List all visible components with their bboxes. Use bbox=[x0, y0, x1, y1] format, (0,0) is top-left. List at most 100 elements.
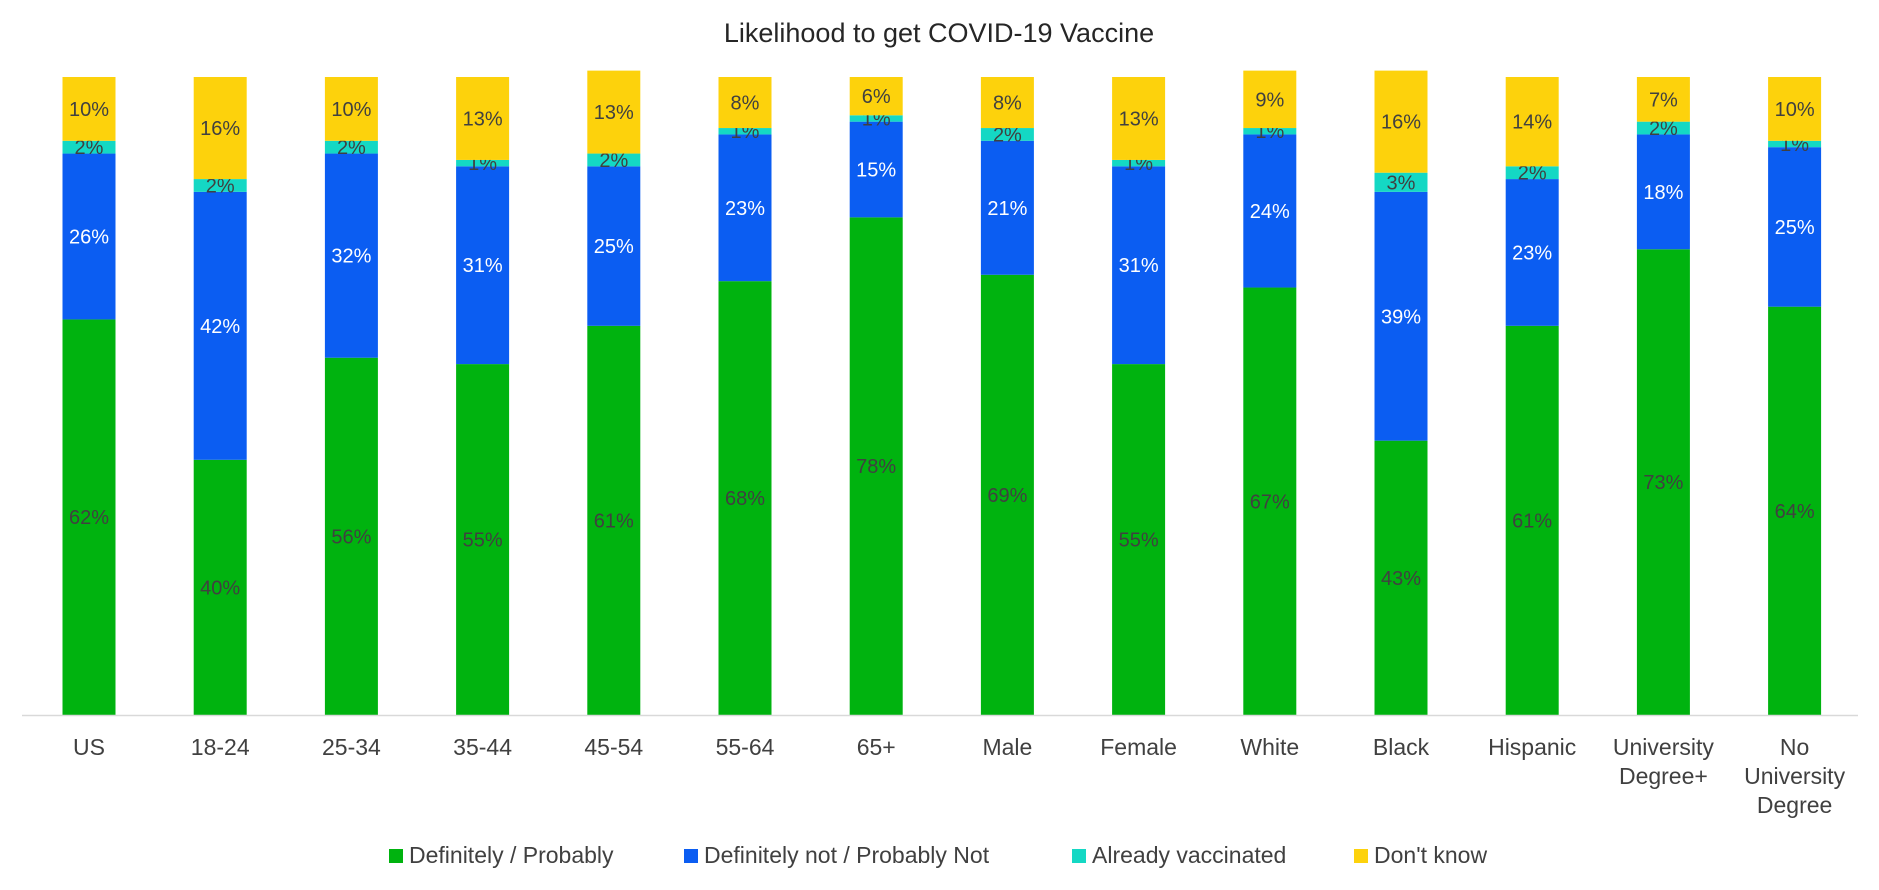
bar-segment-don-t-know-us bbox=[62, 77, 116, 141]
legend-swatch bbox=[1072, 849, 1086, 863]
data-label: 23% bbox=[1512, 242, 1552, 264]
data-label: 6% bbox=[862, 86, 891, 108]
x-tick-label-black: Black bbox=[1373, 734, 1430, 760]
x-tick-label-line: 65+ bbox=[857, 734, 896, 760]
bar-segment-definitely-not-probably-not-65 bbox=[849, 121, 903, 218]
bar-segment-definitely-not-probably-not-female bbox=[1112, 166, 1166, 365]
bar-group-55-64: 68%23%1%8% bbox=[718, 77, 772, 715]
bar-group-65: 78%15%1%6% bbox=[849, 77, 903, 716]
data-label: 26% bbox=[69, 227, 109, 249]
bar-segment-definitely-probably-white bbox=[1243, 287, 1297, 715]
data-label: 8% bbox=[731, 93, 760, 115]
legend-label: Definitely not / Probably Not bbox=[704, 842, 990, 868]
x-tick-label-line: University bbox=[1744, 763, 1845, 789]
data-label: 61% bbox=[594, 510, 634, 532]
data-label: 16% bbox=[200, 118, 240, 140]
data-label: 62% bbox=[69, 507, 109, 529]
legend-swatch bbox=[684, 849, 698, 863]
bar-segment-already-vaccinated-18-24 bbox=[193, 179, 247, 192]
x-tick-label-us: US bbox=[73, 734, 105, 760]
bar-group-no-university-degree: 64%25%1%10% bbox=[1768, 77, 1822, 715]
data-label: 64% bbox=[1775, 501, 1815, 523]
data-label: 32% bbox=[331, 246, 371, 268]
x-tick-label-line: Degree+ bbox=[1619, 763, 1708, 789]
data-label: 24% bbox=[1250, 201, 1290, 223]
bar-group-35-44: 55%31%1%13% bbox=[456, 77, 510, 715]
x-tick-label-line: University bbox=[1613, 734, 1714, 760]
bar-segment-definitely-probably-hispanic bbox=[1505, 325, 1559, 715]
bar-segment-definitely-not-probably-not-45-54 bbox=[587, 166, 641, 326]
data-label: 10% bbox=[1775, 99, 1815, 121]
bar-segment-already-vaccinated-us bbox=[62, 140, 116, 154]
x-tick-label-25-34: 25-34 bbox=[322, 734, 381, 760]
x-tick-label-line: White bbox=[1240, 734, 1299, 760]
x-tick-label-line: Degree bbox=[1757, 792, 1832, 818]
bar-segment-don-t-know-white bbox=[1243, 70, 1297, 129]
data-label: 21% bbox=[987, 198, 1027, 220]
data-label: 9% bbox=[1255, 89, 1284, 111]
data-label: 61% bbox=[1512, 510, 1552, 532]
x-tick-label-line: Female bbox=[1100, 734, 1177, 760]
legend-swatch bbox=[389, 849, 403, 863]
bar-segment-already-vaccinated-45-54 bbox=[587, 153, 641, 167]
data-label: 68% bbox=[725, 488, 765, 510]
data-label: 18% bbox=[1643, 182, 1683, 204]
chart-title: Likelihood to get COVID-19 Vaccine bbox=[724, 18, 1154, 48]
data-label: 2% bbox=[1518, 163, 1547, 185]
legend-label: Already vaccinated bbox=[1092, 842, 1286, 868]
x-tick-label-university-degree: University Degree+ bbox=[1613, 734, 1714, 789]
data-label: 25% bbox=[594, 236, 634, 258]
bar-segment-definitely-probably-male bbox=[980, 274, 1034, 715]
data-label: 69% bbox=[987, 485, 1027, 507]
bar-segment-don-t-know-black bbox=[1374, 70, 1428, 173]
x-tick-label-white: White bbox=[1240, 734, 1299, 760]
x-tick-label-line: Male bbox=[982, 734, 1032, 760]
data-label: 2% bbox=[1649, 118, 1678, 140]
bar-segment-definitely-not-probably-not-black bbox=[1374, 191, 1428, 441]
bar-segment-already-vaccinated-35-44 bbox=[456, 159, 510, 167]
data-label: 8% bbox=[993, 93, 1022, 115]
x-tick-label-line: 18-24 bbox=[191, 734, 250, 760]
data-label: 43% bbox=[1381, 568, 1421, 590]
x-tick-label-line: 25-34 bbox=[322, 734, 381, 760]
bar-segment-don-t-know-male bbox=[980, 77, 1034, 129]
x-tick-label-line: No bbox=[1780, 734, 1809, 760]
bar-group-white: 67%24%1%9% bbox=[1243, 70, 1297, 715]
bar-group-25-34: 56% 32% 2% 10% bbox=[324, 77, 378, 715]
bar-segment-definitely-probably-65 bbox=[849, 217, 903, 716]
bar-group-male: 69% 21% 2% 8% bbox=[980, 77, 1034, 715]
x-tick-label-55-64: 55-64 bbox=[716, 734, 775, 760]
x-tick-label-no-university-degree: No University Degree bbox=[1744, 734, 1845, 818]
bar-segment-already-vaccinated-25-34 bbox=[324, 140, 378, 154]
legend-label: Definitely / Probably bbox=[409, 842, 614, 868]
bar-segment-don-t-know-65 bbox=[849, 77, 903, 116]
bar-segment-already-vaccinated-black bbox=[1374, 172, 1428, 192]
legend-item-definitely-not-probably-not: Definitely not / Probably Not bbox=[684, 842, 990, 868]
bar-segment-already-vaccinated-male bbox=[980, 128, 1034, 141]
bar-segment-don-t-know-35-44 bbox=[456, 77, 510, 160]
bar-segment-definitely-probably-black bbox=[1374, 440, 1428, 715]
bar-segment-definitely-not-probably-not-no-university-degree bbox=[1768, 147, 1822, 307]
bar-segment-already-vaccinated-white bbox=[1243, 128, 1297, 135]
x-tick-label-hispanic: Hispanic bbox=[1488, 734, 1576, 760]
bar-segment-don-t-know-hispanic bbox=[1505, 77, 1559, 167]
data-label: 2% bbox=[599, 150, 628, 172]
bar-group-us: 62% 26% 2% 10% bbox=[62, 77, 116, 715]
data-label: 55% bbox=[463, 530, 503, 552]
x-tick-label-line: 45-54 bbox=[584, 734, 643, 760]
data-label: 2% bbox=[75, 137, 104, 159]
data-label: 13% bbox=[1119, 108, 1159, 130]
bars-layer: 62% 26% 2% 10% 40% 42% 2% 16% 56% 32% 2% 10% 55% 31% 1… bbox=[62, 70, 1822, 716]
bar-segment-already-vaccinated-university-degree bbox=[1636, 121, 1690, 135]
bar-segment-definitely-probably-55-64 bbox=[718, 281, 772, 715]
bar-group-hispanic: 61% 23% 2% 14% bbox=[1505, 77, 1559, 715]
bar-segment-don-t-know-55-64 bbox=[718, 77, 772, 129]
bar-segment-definitely-probably-no-university-degree bbox=[1768, 306, 1822, 715]
bar-segment-already-vaccinated-65 bbox=[849, 115, 903, 122]
data-label: 3% bbox=[1387, 172, 1416, 194]
legend-label: Don't know bbox=[1374, 842, 1487, 868]
bar-segment-already-vaccinated-female bbox=[1112, 159, 1166, 167]
bar-segment-definitely-not-probably-not-55-64 bbox=[718, 134, 772, 282]
legend: Definitely / Probably Definitely not / Pr… bbox=[389, 842, 1487, 868]
bar-segment-definitely-probably-us bbox=[62, 319, 116, 715]
